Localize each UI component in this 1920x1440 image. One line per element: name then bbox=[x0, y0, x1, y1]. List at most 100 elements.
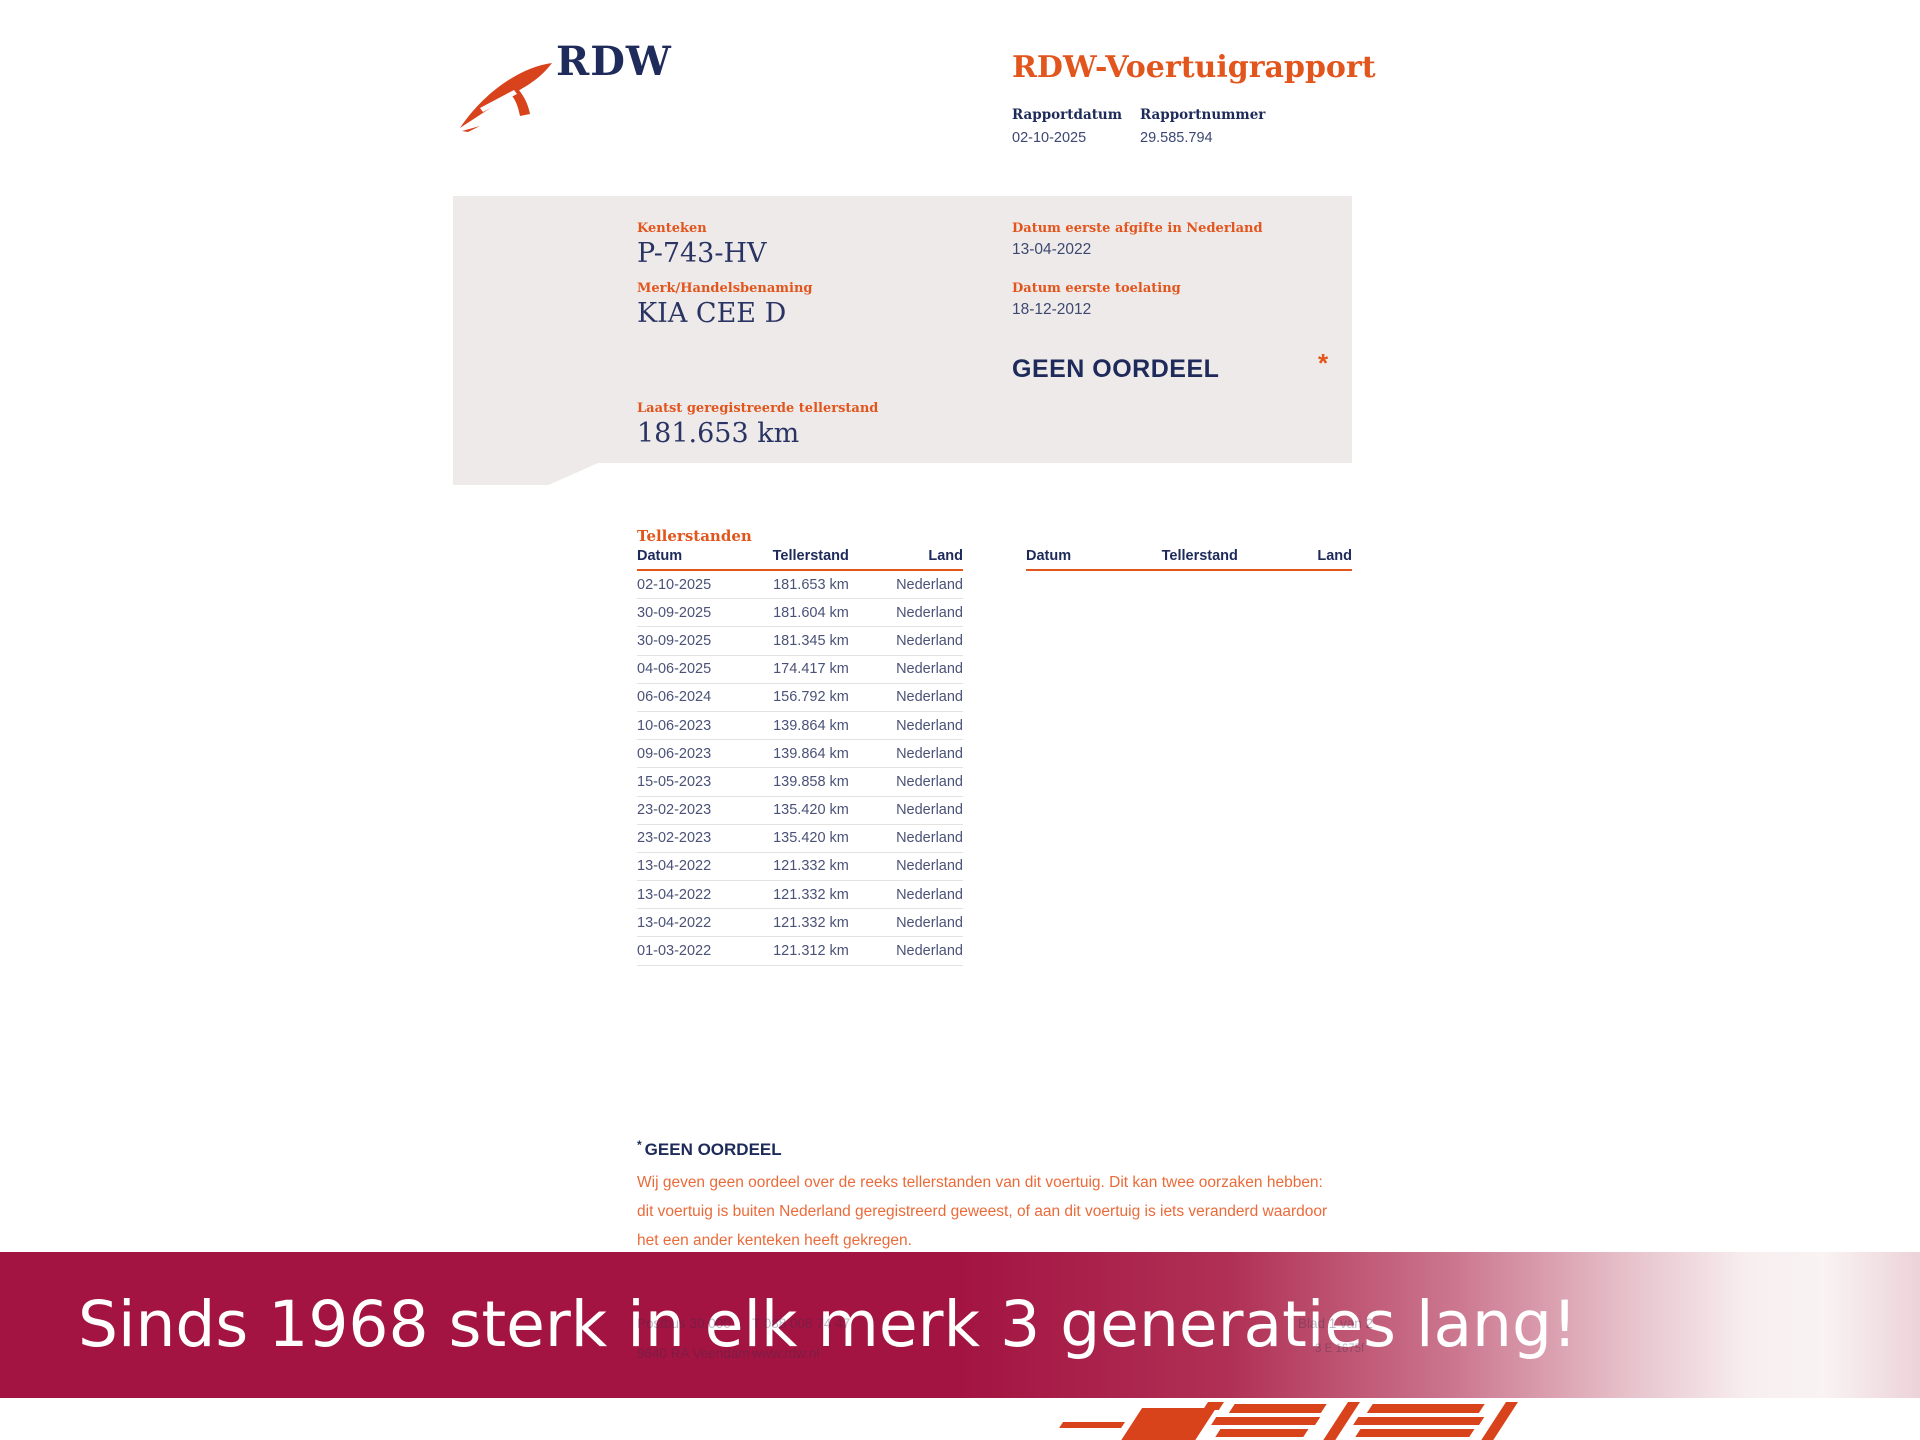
col-tellerstand: Tellerstand bbox=[1161, 548, 1238, 564]
row-date: 01-03-2022 bbox=[637, 943, 712, 960]
row-date: 13-04-2022 bbox=[637, 914, 712, 931]
meter-table-rows: 02-10-2025 181.653 km Nederland 30-09-2025 1… bbox=[637, 571, 963, 966]
tellerstanden-section-title: Tellerstanden bbox=[637, 527, 752, 545]
footer-address-line1: Postbus 30.000 bbox=[637, 1316, 731, 1331]
footer-doc-code: 3 E 1675f bbox=[1315, 1343, 1365, 1355]
report-number-value: 29.585.794 bbox=[1140, 130, 1213, 146]
report-title: RDW-Voertuigrapport bbox=[1012, 50, 1376, 85]
row-date: 30-09-2025 bbox=[637, 632, 712, 649]
row-date: 09-06-2023 bbox=[637, 745, 712, 762]
meter-table-header: Datum Tellerstand Land bbox=[1026, 548, 1352, 571]
row-mileage: 139.864 km bbox=[773, 717, 849, 734]
row-mileage: 181.653 km bbox=[773, 576, 849, 593]
table-row: 10-06-2023 139.864 km Nederland bbox=[637, 712, 963, 741]
row-country: Nederland bbox=[896, 745, 963, 762]
row-country: Nederland bbox=[896, 632, 963, 649]
footnote-asterisk: * bbox=[637, 1138, 642, 1152]
row-country: Nederland bbox=[896, 604, 963, 621]
row-country: Nederland bbox=[896, 773, 963, 790]
table-row: 13-04-2022 121.332 km Nederland bbox=[637, 881, 963, 910]
table-row: 01-03-2022 121.312 km Nederland bbox=[637, 937, 963, 966]
tellerstand-label: Laatst geregistreerde tellerstand bbox=[637, 401, 879, 416]
toelating-label: Datum eerste toelating bbox=[1012, 281, 1181, 296]
footer-page-number: Blad 1 van 2 bbox=[1298, 1316, 1374, 1331]
dealer-banner-text: Sinds 1968 sterk in elk merk 3 generatie… bbox=[78, 1288, 1578, 1361]
row-country: Nederland bbox=[896, 943, 963, 960]
row-mileage: 139.858 km bbox=[773, 773, 849, 790]
row-country: Nederland bbox=[896, 717, 963, 734]
toelating-value: 18-12-2012 bbox=[1012, 301, 1092, 318]
col-land: Land bbox=[928, 548, 963, 564]
verdict-text: GEEN OORDEEL bbox=[1012, 355, 1220, 383]
report-date-label: Rapportdatum bbox=[1012, 107, 1123, 123]
row-mileage: 121.332 km bbox=[773, 914, 849, 931]
row-country: Nederland bbox=[896, 830, 963, 847]
row-mileage: 181.345 km bbox=[773, 632, 849, 649]
summary-card-tab bbox=[453, 463, 598, 485]
afgifte-label: Datum eerste afgifte in Nederland bbox=[1012, 221, 1263, 236]
summary-card bbox=[453, 196, 1352, 463]
table-row: 13-04-2022 121.332 km Nederland bbox=[637, 853, 963, 882]
footnote-title: GEEN OORDEEL bbox=[644, 1140, 782, 1159]
row-date: 30-09-2025 bbox=[637, 604, 712, 621]
row-mileage: 135.420 km bbox=[773, 802, 849, 819]
row-date: 04-06-2025 bbox=[637, 661, 712, 678]
row-mileage: 139.864 km bbox=[773, 745, 849, 762]
row-date: 02-10-2025 bbox=[637, 576, 712, 593]
rdw-feather-logo-icon bbox=[460, 63, 552, 132]
meter-table-right: Datum Tellerstand Land bbox=[1026, 548, 1352, 571]
merk-value: KIA CEE D bbox=[637, 298, 787, 329]
table-row: 23-02-2023 135.420 km Nederland bbox=[637, 797, 963, 825]
meter-table-header: Datum Tellerstand Land bbox=[637, 548, 963, 571]
row-date: 15-05-2023 bbox=[637, 773, 712, 790]
table-row: 23-02-2023 135.420 km Nederland bbox=[637, 825, 963, 853]
meter-table-left: Datum Tellerstand Land 02-10-2025 181.653… bbox=[637, 548, 963, 966]
table-row: 30-09-2025 181.604 km Nederland bbox=[637, 599, 963, 628]
col-datum: Datum bbox=[1026, 548, 1072, 564]
afgifte-value: 13-04-2022 bbox=[1012, 241, 1092, 258]
row-country: Nederland bbox=[896, 689, 963, 706]
table-row: 30-09-2025 181.345 km Nederland bbox=[637, 627, 963, 656]
row-country: Nederland bbox=[896, 576, 963, 593]
footnote-text: Wij geven geen oordeel over de reeks tel… bbox=[637, 1174, 1328, 1249]
kenteken-label: Kenteken bbox=[637, 221, 707, 236]
footer-phone: T 088 008 74 47 bbox=[752, 1316, 851, 1331]
row-country: Nederland bbox=[896, 886, 963, 903]
row-date: 13-04-2022 bbox=[637, 858, 712, 875]
kenteken-value: P-743-HV bbox=[637, 238, 767, 269]
row-country: Nederland bbox=[896, 858, 963, 875]
row-mileage: 121.332 km bbox=[773, 886, 849, 903]
row-country: Nederland bbox=[896, 914, 963, 931]
table-row: 04-06-2025 174.417 km Nederland bbox=[637, 656, 963, 684]
row-mileage: 121.332 km bbox=[773, 858, 849, 875]
table-row: 06-06-2024 156.792 km Nederland bbox=[637, 684, 963, 712]
table-row: 09-06-2023 139.864 km Nederland bbox=[637, 740, 963, 769]
row-date: 10-06-2023 bbox=[637, 717, 712, 734]
row-country: Nederland bbox=[896, 802, 963, 819]
rdw-wordmark: RDW bbox=[556, 38, 672, 85]
report-date-value: 02-10-2025 bbox=[1012, 130, 1087, 146]
footer-website: www.rdw.nl bbox=[752, 1346, 820, 1361]
verdict-asterisk: * bbox=[1318, 348, 1329, 378]
col-land: Land bbox=[1317, 548, 1352, 564]
row-date: 06-06-2024 bbox=[637, 689, 712, 706]
table-row: 02-10-2025 181.653 km Nederland bbox=[637, 571, 963, 600]
row-date: 13-04-2022 bbox=[637, 886, 712, 903]
row-date: 23-02-2023 bbox=[637, 802, 712, 819]
dealer-banner bbox=[0, 1252, 1920, 1398]
table-row: 13-04-2022 121.332 km Nederland bbox=[637, 909, 963, 938]
row-mileage: 135.420 km bbox=[773, 830, 849, 847]
striped-truck-logo-icon bbox=[1059, 1402, 1518, 1440]
row-mileage: 174.417 km bbox=[773, 661, 849, 678]
row-mileage: 156.792 km bbox=[773, 689, 849, 706]
row-date: 23-02-2023 bbox=[637, 830, 712, 847]
row-mileage: 181.604 km bbox=[773, 604, 849, 621]
row-country: Nederland bbox=[896, 661, 963, 678]
col-tellerstand: Tellerstand bbox=[772, 548, 849, 564]
table-row: 15-05-2023 139.858 km Nederland bbox=[637, 768, 963, 797]
col-datum: Datum bbox=[637, 548, 683, 564]
report-number-label: Rapportnummer bbox=[1140, 107, 1266, 123]
footnote-heading: * GEEN OORDEEL bbox=[637, 1138, 782, 1160]
footer-address-line2: 9640 RA Veendam bbox=[637, 1346, 750, 1361]
